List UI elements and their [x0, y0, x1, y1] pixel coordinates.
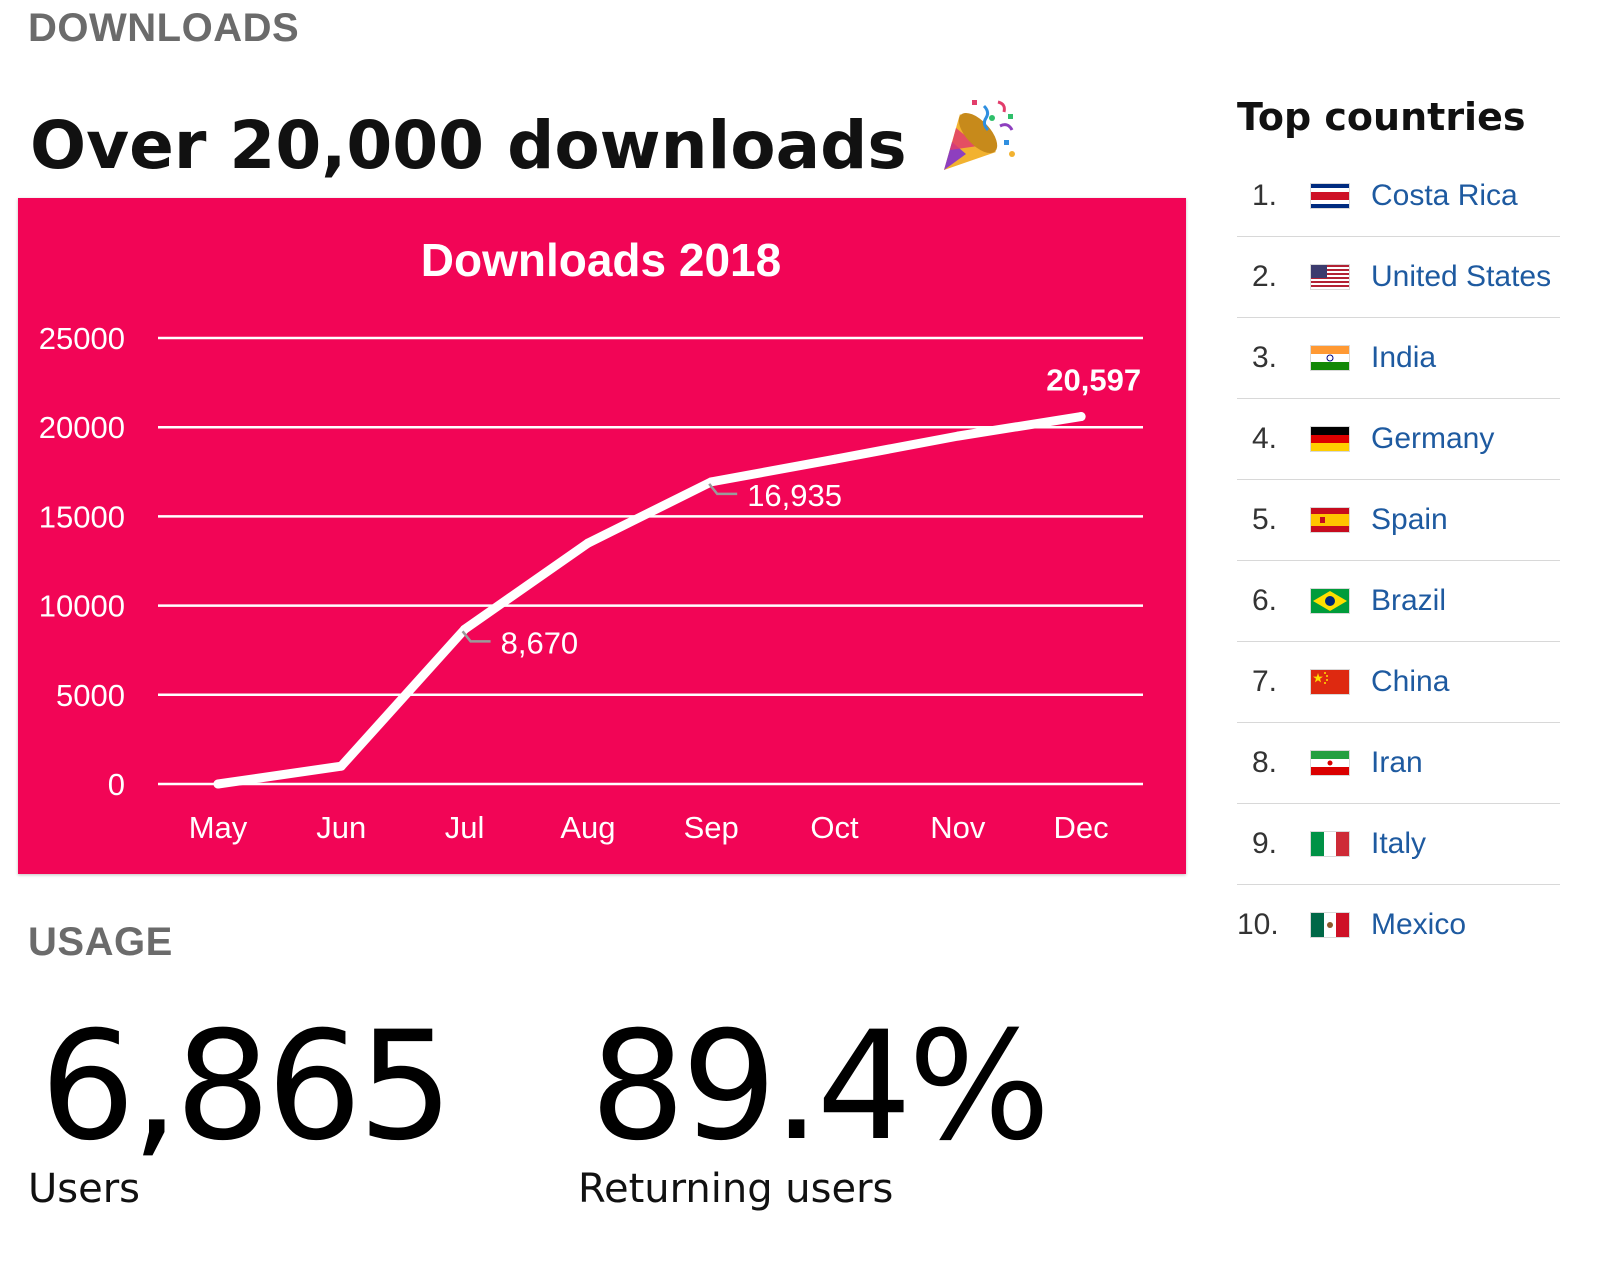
- country-row: 10. Mexico: [1237, 885, 1560, 965]
- united-states-flag-icon: [1311, 265, 1349, 289]
- country-row: 8. Iran: [1237, 723, 1560, 804]
- series-line: [213, 412, 1086, 789]
- data-label: 8,670: [501, 625, 579, 660]
- x-tick-label: Jul: [445, 810, 485, 845]
- country-link-italy[interactable]: Italy: [1371, 827, 1427, 860]
- downloads-headline-text: Over 20,000 downloads: [30, 107, 907, 184]
- country-rank: 10.: [1237, 908, 1279, 941]
- country-row: 1. Costa Rica: [1237, 156, 1560, 237]
- country-row: 9. Italy: [1237, 804, 1560, 885]
- country-row: 6. Brazil: [1237, 561, 1560, 642]
- country-link-united-states[interactable]: United States: [1371, 260, 1552, 293]
- x-tick-label: May: [189, 810, 248, 845]
- y-tick-label: 0: [108, 767, 125, 802]
- top-countries-title: Top countries: [1237, 95, 1526, 139]
- chart-series: [213, 412, 1086, 789]
- x-tick-label: Sep: [684, 810, 739, 845]
- data-point: [1076, 412, 1086, 422]
- x-tick-label: Jun: [316, 810, 366, 845]
- data-point: [830, 454, 839, 464]
- data-point: [213, 779, 223, 789]
- downloads-chart: Downloads 2018 0 5000 10000 15000 20000 25000…: [18, 198, 1186, 874]
- downloads-section-heading: DOWNLOADS: [28, 6, 300, 50]
- y-tick-label: 15000: [39, 499, 125, 534]
- y-tick-label: 5000: [56, 678, 125, 713]
- iran-flag-icon: [1311, 751, 1349, 775]
- country-link-india[interactable]: India: [1371, 341, 1437, 374]
- mexico-flag-icon: [1311, 913, 1349, 937]
- downloads-chart-svg: Downloads 2018 0 5000 10000 15000 20000 25000…: [39, 234, 1143, 845]
- data-label-leader: [708, 483, 738, 496]
- data-label: 20,597: [1046, 363, 1141, 398]
- country-row: 4. Germany: [1237, 399, 1560, 480]
- x-tick-label: Dec: [1054, 810, 1109, 845]
- x-tick-label: Nov: [930, 810, 986, 845]
- brazil-flag-icon: [1311, 589, 1349, 613]
- returning-users-percentage: 89.4%: [590, 1000, 1051, 1174]
- country-rank: 5.: [1251, 503, 1277, 536]
- india-flag-icon: [1311, 346, 1349, 370]
- spain-flag-icon: [1311, 508, 1349, 532]
- data-point: [336, 761, 346, 771]
- china-flag-icon: [1311, 670, 1349, 694]
- country-row: 2. United States: [1237, 237, 1560, 318]
- x-tick-label: Oct: [810, 810, 859, 845]
- chart-annotations: 8,670 16,935 20,597: [461, 363, 1141, 660]
- country-link-germany[interactable]: Germany: [1371, 422, 1495, 455]
- country-rank: 2.: [1251, 260, 1277, 293]
- data-label: 16,935: [747, 478, 842, 513]
- country-rank: 8.: [1251, 746, 1277, 779]
- data-label-leader: [461, 630, 491, 643]
- country-row: 3. India: [1237, 318, 1560, 399]
- country-rank: 6.: [1251, 584, 1277, 617]
- downloads-headline: Over 20,000 downloads: [30, 96, 1018, 184]
- country-rank: 1.: [1251, 179, 1277, 212]
- country-link-china[interactable]: China: [1371, 665, 1450, 698]
- country-rank: 3.: [1251, 341, 1277, 374]
- country-rank: 9.: [1251, 827, 1277, 860]
- data-point: [583, 538, 593, 548]
- country-link-spain[interactable]: Spain: [1371, 503, 1448, 536]
- chart-y-axis: 0 5000 10000 15000 20000 25000: [39, 321, 125, 802]
- country-link-iran[interactable]: Iran: [1371, 746, 1423, 779]
- costa-rica-flag-icon: [1311, 184, 1349, 208]
- italy-flag-icon: [1311, 832, 1349, 856]
- data-point: [953, 431, 963, 441]
- y-tick-label: 25000: [39, 321, 125, 356]
- x-tick-label: Aug: [560, 810, 615, 845]
- country-rank: 7.: [1251, 665, 1277, 698]
- party-popper-icon: [943, 100, 1015, 170]
- chart-title: Downloads 2018: [421, 234, 781, 286]
- country-link-brazil[interactable]: Brazil: [1371, 584, 1447, 617]
- country-row: 5. Spain: [1237, 480, 1560, 561]
- chart-gridlines: [158, 336, 1143, 786]
- chart-x-axis: May Jun Jul Aug Sep Oct Nov Dec: [189, 810, 1109, 845]
- germany-flag-icon: [1311, 427, 1349, 451]
- country-rank: 4.: [1251, 422, 1277, 455]
- country-link-costa-rica[interactable]: Costa Rica: [1371, 179, 1518, 212]
- y-tick-label: 10000: [39, 589, 125, 624]
- country-row: 7. China: [1237, 642, 1560, 723]
- y-tick-label: 20000: [39, 410, 125, 445]
- users-label: Users: [28, 1166, 141, 1212]
- top-countries-panel: Top countries 1. Costa Rica 2.: [1237, 92, 1560, 965]
- country-link-mexico[interactable]: Mexico: [1371, 908, 1467, 941]
- usage-section-heading: USAGE: [28, 920, 173, 964]
- users-count: 6,865: [40, 1000, 453, 1174]
- top-countries-list: 1. Costa Rica 2.: [1237, 156, 1560, 965]
- returning-users-label: Returning users: [578, 1166, 894, 1212]
